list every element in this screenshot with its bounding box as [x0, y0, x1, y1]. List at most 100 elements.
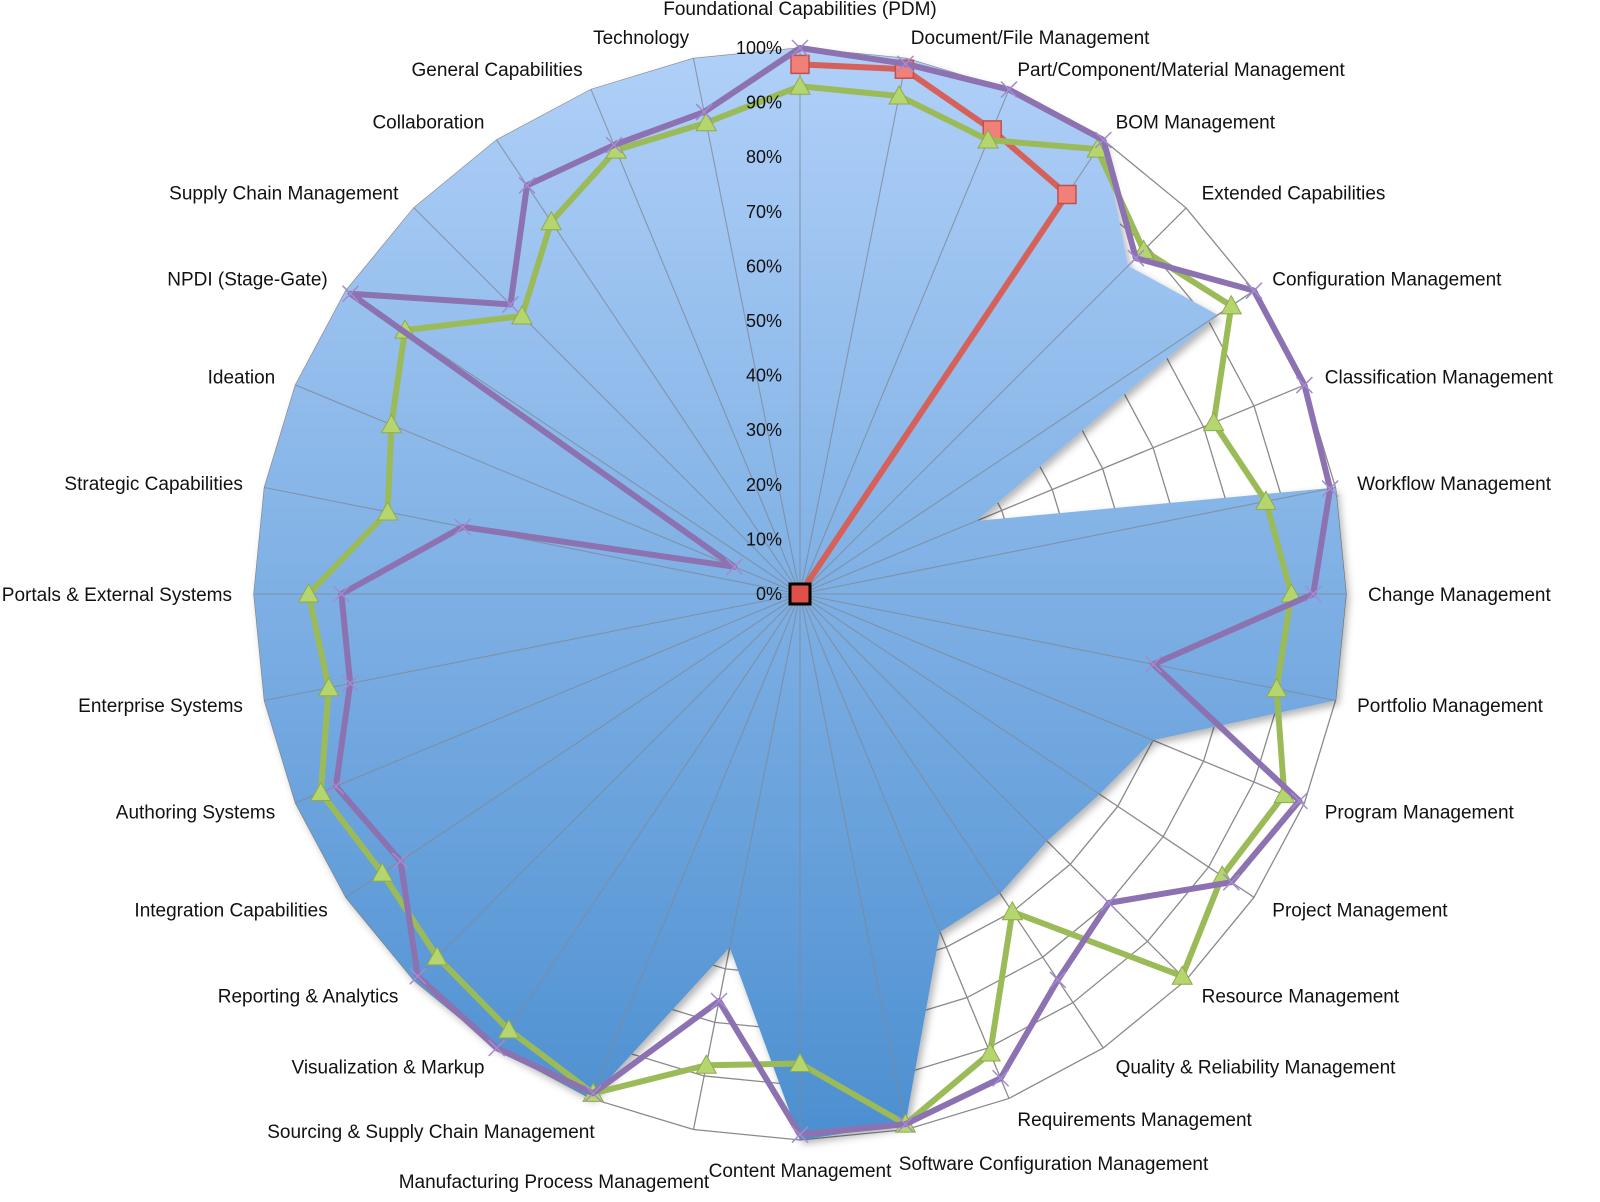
category-label: Integration Capabilities [134, 901, 327, 922]
category-label: NPDI (Stage-Gate) [167, 269, 328, 290]
grid-spoke-overlay [799, 593, 906, 1125]
data-point-triangle [426, 945, 448, 966]
data-point-triangle [309, 781, 332, 801]
category-label: Change Management [1368, 585, 1551, 606]
grid-spoke-overlay [799, 486, 1336, 595]
grid-spoke-overlay [345, 593, 801, 898]
data-point-x [501, 295, 519, 313]
category-label: Quality & Reliability Management [1116, 1057, 1397, 1078]
data-point-x [1049, 971, 1067, 989]
category-label: Authoring Systems [116, 802, 275, 823]
category-label: General Capabilities [412, 60, 583, 81]
category-labels: Foundational Capabilities (PDM) Document/… [2, 0, 1554, 1193]
data-point-x [1100, 894, 1118, 912]
data-point-triangle [977, 128, 999, 149]
grid-spoke-overlay [799, 58, 908, 595]
category-label: Program Management [1325, 802, 1515, 823]
tick-label: 40% [746, 366, 782, 386]
data-point-x [409, 967, 427, 985]
data-point-triangle [695, 1054, 718, 1074]
category-label: Sourcing & Supply Chain Management [267, 1122, 595, 1143]
data-point-x [1144, 655, 1162, 673]
grid-spoke-overlay [799, 593, 1048, 842]
grid-spoke-overlay [799, 314, 1218, 595]
tick-label: 50% [746, 311, 782, 331]
grid-spoke-overlay [799, 593, 1100, 795]
tick-label: 60% [746, 256, 782, 276]
category-label: Technology [593, 28, 690, 49]
data-point-triangle [1255, 490, 1277, 510]
data-point-x [1222, 873, 1240, 891]
data-point-x [518, 176, 536, 194]
grid-spoke-overlay [799, 593, 1001, 894]
data-point-triangle [789, 75, 811, 95]
category-label: Part/Component/Material Management [1017, 60, 1345, 81]
data-point-triangle [1001, 900, 1024, 921]
category-label: Portals & External Systems [2, 585, 232, 606]
category-label: Ideation [208, 368, 276, 389]
category-label: Project Management [1272, 901, 1448, 922]
data-point-square-center [788, 582, 812, 606]
grid-spoke-overlay [264, 593, 801, 702]
data-point-x [1094, 131, 1112, 149]
data-point-x [1000, 81, 1018, 99]
tick-label: 20% [746, 475, 782, 495]
data-point-triangle [1171, 965, 1194, 985]
grid-spoke-overlay [295, 384, 801, 595]
data-point-triangle [376, 500, 399, 521]
category-label: Document/File Management [911, 28, 1150, 49]
data-point-x [332, 585, 350, 603]
grid-spoke-overlay [590, 593, 801, 1099]
data-point-x [488, 1039, 506, 1057]
category-label: BOM Management [1116, 113, 1276, 134]
data-point-x [342, 285, 360, 303]
category-label: Software Configuration Management [899, 1154, 1209, 1175]
data-point-triangle [511, 304, 533, 325]
series-triangle [297, 75, 1303, 1133]
grid-spoke-overlay [590, 89, 801, 595]
tick-label: 30% [746, 420, 782, 440]
grid-spoke-overlay [729, 593, 801, 948]
grid-spoke-overlay [413, 207, 801, 595]
data-point-triangle [888, 84, 910, 105]
category-label: Content Management [709, 1161, 892, 1182]
data-point-triangle [317, 676, 340, 697]
data-point-triangle [789, 1052, 811, 1073]
grid-spoke-overlay [799, 89, 1010, 595]
data-point-triangle [497, 1018, 520, 1039]
category-label: Reporting & Analytics [218, 987, 399, 1008]
data-point-x [791, 1126, 809, 1144]
data-point-x [896, 55, 914, 73]
data-point-x [791, 39, 809, 57]
data-point-x [1304, 585, 1322, 603]
data-point-x [605, 136, 623, 154]
grid-spoke-overlay [496, 593, 801, 1049]
data-point-x [341, 674, 359, 693]
tick-label: 80% [746, 147, 782, 167]
data-point-x [725, 558, 743, 576]
tick-label: 90% [746, 93, 782, 113]
grid-spoke-overlay [692, 58, 801, 595]
category-label: Classification Management [1325, 368, 1554, 389]
category-label: Manufacturing Process Management [399, 1172, 710, 1193]
grid-spoke-overlay [799, 265, 1129, 595]
grid-spoke-overlay [799, 593, 941, 933]
data-point-triangle [297, 582, 320, 603]
data-point-x [1290, 792, 1308, 810]
grid-spoke-overlay [295, 593, 801, 804]
data-point-x [992, 1069, 1010, 1087]
data-point-triangle [380, 413, 403, 434]
grid-spoke-overlay [264, 486, 801, 595]
category-label: Configuration Management [1272, 269, 1502, 290]
radial-axis-ticks: 0% 10% 20% 30% 40% 50% 60% 70% 80% 90% 100% [736, 38, 782, 604]
data-point-x [1127, 249, 1145, 267]
category-label: Strategic Capabilities [64, 474, 242, 495]
data-point-triangle [1086, 138, 1109, 158]
data-point-square [1057, 184, 1077, 205]
data-point-x [1245, 282, 1263, 300]
grid-spoke-overlay [413, 593, 801, 981]
data-point-triangle [371, 862, 394, 882]
data-point-triangle [540, 210, 563, 231]
category-label: Requirements Management [1017, 1110, 1252, 1131]
category-label: Supply Chain Management [169, 183, 399, 204]
